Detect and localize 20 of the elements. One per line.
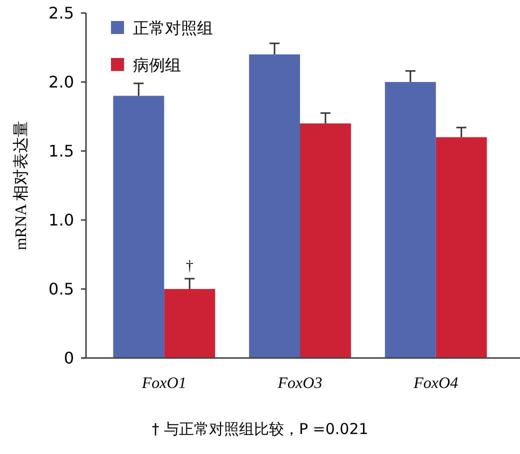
y-axis-title: mRNA 相对表达量 (12, 120, 30, 250)
bar (164, 289, 216, 358)
y-tick-label: 1.0 (48, 210, 74, 230)
bar (300, 123, 351, 358)
legend-label: 病例组 (133, 56, 181, 75)
x-tick-label: FoxO1 (140, 375, 186, 392)
x-tick-label: FoxO3 (276, 375, 322, 392)
bar (249, 54, 300, 358)
y-tick-label: 1.5 (48, 142, 74, 161)
y-tick-label: 2.0 (48, 72, 74, 92)
y-tick-label: 0 (64, 348, 74, 368)
bar (384, 82, 436, 358)
legend-label: 正常对照组 (133, 18, 213, 38)
y-tick-label: 0.5 (48, 280, 74, 299)
bar (436, 137, 487, 358)
bar (113, 96, 164, 358)
y-tick-label: 2.5 (48, 4, 74, 23)
text: † 与正常对照组比较，P =0.021 (152, 420, 368, 438)
x-tick-label: FoxO4 (412, 375, 458, 392)
annotation: † (186, 258, 194, 275)
